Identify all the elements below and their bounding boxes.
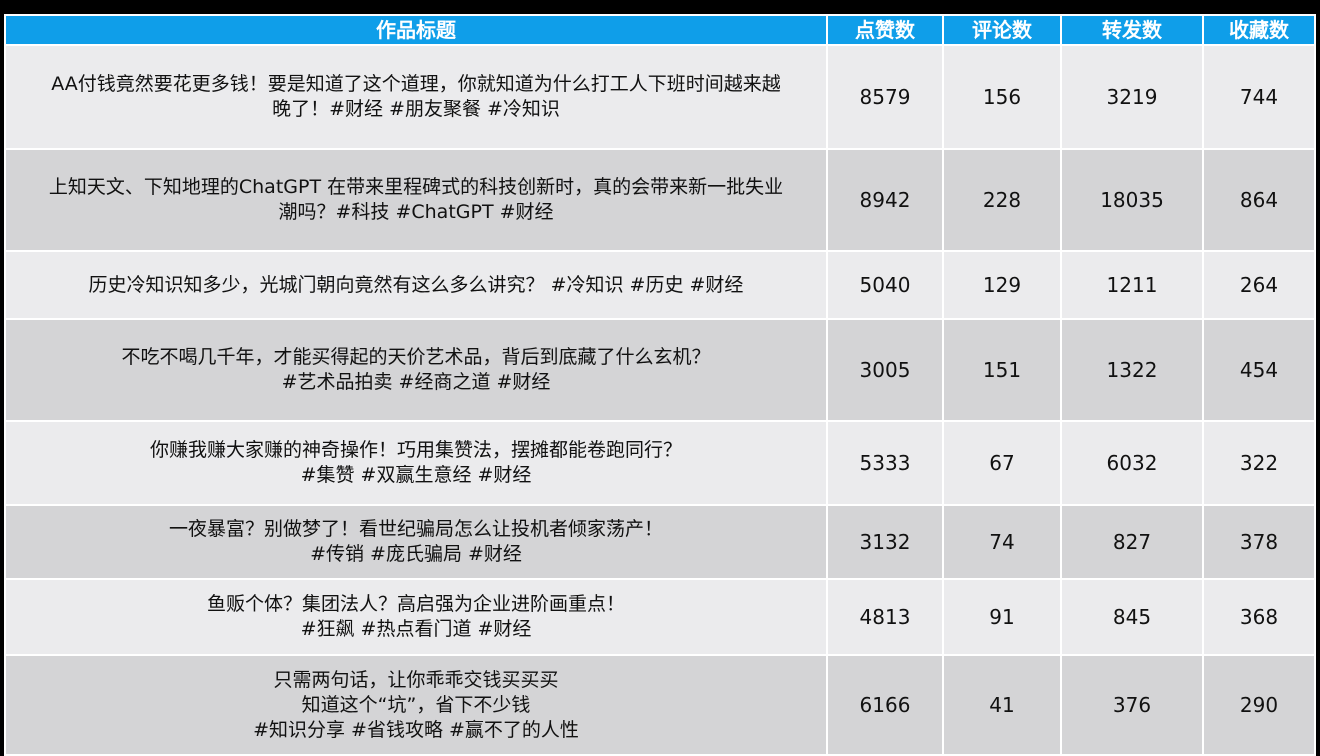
likes-cell: 5333	[826, 420, 944, 506]
favorites-cell: 454	[1202, 318, 1316, 422]
comments-cell: 74	[942, 504, 1062, 580]
title-cell: 一夜暴富？别做梦了！看世纪骗局怎么让投机者倾家荡产！ #传销 #庞氏骗局 #财经	[4, 504, 828, 580]
title-line: #传销 #庞氏骗局 #财经	[310, 543, 522, 565]
title-cell: 只需两句话，让你乖乖交钱买买买 知道这个“坑”，省下不少钱 #知识分享 #省钱攻…	[4, 654, 828, 756]
title-line: 你赚我赚大家赚的神奇操作！巧用集赞法，摆摊都能卷跑同行？	[149, 439, 682, 461]
title-line: 鱼贩个体？集团法人？高启强为企业进阶画重点！	[206, 593, 625, 615]
title-line: 不吃不喝几千年，才能买得起的天价艺术品，背后到底藏了什么玄机？	[121, 346, 711, 368]
comments-cell: 151	[942, 318, 1062, 422]
header-likes: 点赞数	[826, 14, 944, 46]
title-cell: AA付钱竟然要花更多钱！要是知道了这个道理，你就知道为什么打工人下班时间越来越 …	[4, 44, 828, 150]
shares-cell: 827	[1060, 504, 1204, 580]
comments-cell: 129	[942, 250, 1062, 320]
favorites-cell: 368	[1202, 578, 1316, 656]
shares-cell: 1322	[1060, 318, 1204, 422]
shares-cell: 18035	[1060, 148, 1204, 252]
comments-cell: 41	[942, 654, 1062, 756]
table-row: 上知天文、下知地理的ChatGPT 在带来里程碑式的科技创新时，真的会带来新一批…	[4, 148, 1316, 252]
favorites-cell: 744	[1202, 44, 1316, 150]
title-cell: 上知天文、下知地理的ChatGPT 在带来里程碑式的科技创新时，真的会带来新一批…	[4, 148, 828, 252]
shares-cell: 3219	[1060, 44, 1204, 150]
comments-cell: 228	[942, 148, 1062, 252]
comments-cell: 91	[942, 578, 1062, 656]
table-row: 只需两句话，让你乖乖交钱买买买 知道这个“坑”，省下不少钱 #知识分享 #省钱攻…	[4, 654, 1316, 756]
favorites-cell: 290	[1202, 654, 1316, 756]
header-shares: 转发数	[1060, 14, 1204, 46]
likes-cell: 5040	[826, 250, 944, 320]
title-line: AA付钱竟然要花更多钱！要是知道了这个道理，你就知道为什么打工人下班时间越来越	[51, 73, 781, 95]
header-row: 作品标题 点赞数 评论数 转发数 收藏数	[4, 14, 1316, 46]
title-line: #集赞 #双赢生意经 #财经	[300, 464, 532, 486]
likes-cell: 4813	[826, 578, 944, 656]
title-cell: 不吃不喝几千年，才能买得起的天价艺术品，背后到底藏了什么玄机？ #艺术品拍卖 #…	[4, 318, 828, 422]
shares-cell: 1211	[1060, 250, 1204, 320]
title-cell: 你赚我赚大家赚的神奇操作！巧用集赞法，摆摊都能卷跑同行？ #集赞 #双赢生意经 …	[4, 420, 828, 506]
favorites-cell: 322	[1202, 420, 1316, 506]
title-cell: 历史冷知识知多少，光城门朝向竟然有这么多么讲究？ #冷知识 #历史 #财经	[4, 250, 828, 320]
title-line: #知识分享 #省钱攻略 #赢不了的人性	[253, 718, 579, 741]
likes-cell: 3132	[826, 504, 944, 580]
shares-cell: 845	[1060, 578, 1204, 656]
likes-cell: 8579	[826, 44, 944, 150]
title-line: #艺术品拍卖 #经商之道 #财经	[281, 371, 551, 393]
table-row: 历史冷知识知多少，光城门朝向竟然有这么多么讲究？ #冷知识 #历史 #财经 50…	[4, 250, 1316, 320]
title-line: 上知天文、下知地理的ChatGPT 在带来里程碑式的科技创新时，真的会带来新一批…	[48, 176, 784, 198]
shares-cell: 6032	[1060, 420, 1204, 506]
title-line: 一夜暴富？别做梦了！看世纪骗局怎么让投机者倾家荡产！	[168, 518, 663, 540]
table-row: 不吃不喝几千年，才能买得起的天价艺术品，背后到底藏了什么玄机？ #艺术品拍卖 #…	[4, 318, 1316, 422]
table-row: 鱼贩个体？集团法人？高启强为企业进阶画重点！ #狂飙 #热点看门道 #财经 48…	[4, 578, 1316, 656]
title-line: 知道这个“坑”，省下不少钱	[301, 693, 531, 716]
header-title: 作品标题	[4, 14, 828, 46]
title-line: #狂飙 #热点看门道 #财经	[300, 618, 532, 640]
comments-cell: 156	[942, 44, 1062, 150]
likes-cell: 8942	[826, 148, 944, 252]
title-line: 只需两句话，让你乖乖交钱买买买	[273, 668, 559, 691]
works-stats-table: 作品标题 点赞数 评论数 转发数 收藏数 AA付钱竟然要花更多钱！要是知道了这个…	[4, 14, 1316, 756]
shares-cell: 376	[1060, 654, 1204, 756]
favorites-cell: 264	[1202, 250, 1316, 320]
table-row: 一夜暴富？别做梦了！看世纪骗局怎么让投机者倾家荡产！ #传销 #庞氏骗局 #财经…	[4, 504, 1316, 580]
table-row: AA付钱竟然要花更多钱！要是知道了这个道理，你就知道为什么打工人下班时间越来越 …	[4, 44, 1316, 150]
title-line: 晚了！#财经 #朋友聚餐 #冷知识	[272, 98, 560, 120]
title-line: 历史冷知识知多少，光城门朝向竟然有这么多么讲究？ #冷知识 #历史 #财经	[88, 273, 744, 296]
header-favorites: 收藏数	[1202, 14, 1316, 46]
table-row: 你赚我赚大家赚的神奇操作！巧用集赞法，摆摊都能卷跑同行？ #集赞 #双赢生意经 …	[4, 420, 1316, 506]
likes-cell: 3005	[826, 318, 944, 422]
comments-cell: 67	[942, 420, 1062, 506]
favorites-cell: 864	[1202, 148, 1316, 252]
title-line: 潮吗？#科技 #ChatGPT #财经	[278, 201, 554, 223]
favorites-cell: 378	[1202, 504, 1316, 580]
likes-cell: 6166	[826, 654, 944, 756]
header-comments: 评论数	[942, 14, 1062, 46]
title-cell: 鱼贩个体？集团法人？高启强为企业进阶画重点！ #狂飙 #热点看门道 #财经	[4, 578, 828, 656]
